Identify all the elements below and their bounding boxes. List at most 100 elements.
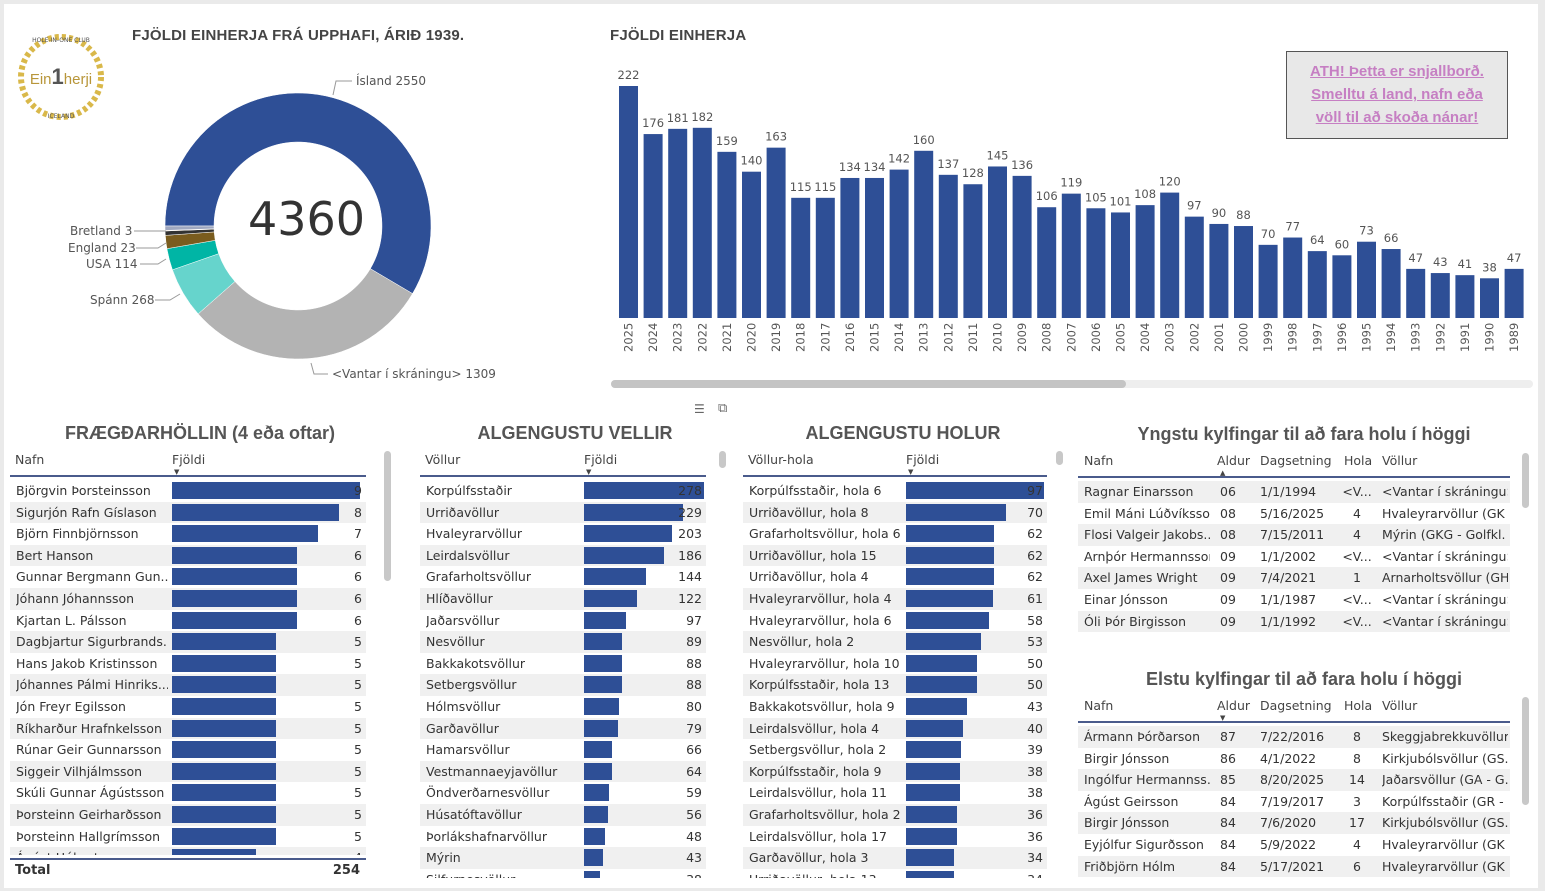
year-bar[interactable]	[865, 177, 884, 318]
column-header[interactable]: Völlur	[425, 452, 461, 467]
column-header[interactable]: Völlur	[1382, 453, 1418, 468]
year-bar[interactable]	[1012, 175, 1032, 318]
cell[interactable]: 4/1/2022	[1260, 750, 1317, 766]
cell[interactable]: 08	[1220, 527, 1236, 543]
courses-scrollbar[interactable]	[719, 451, 726, 468]
donut-slice[interactable]	[164, 92, 432, 294]
row-name[interactable]: Setbergsvöllur	[426, 677, 517, 693]
table-row[interactable]: Sigurjón Rafn Gíslason 8	[10, 501, 366, 524]
column-header[interactable]: Nafn	[15, 452, 45, 467]
cell[interactable]: Óli Þór Birgisson	[1084, 613, 1187, 629]
cell[interactable]: 8	[1353, 750, 1361, 766]
table-row[interactable]: Skúli Gunnar Ágústsson 5	[10, 782, 366, 804]
table-row[interactable]: Setbergsvöllur, hola 2 39	[743, 739, 1047, 761]
cell[interactable]: <Vantar í skráningu>	[1382, 484, 1508, 499]
row-name[interactable]: Ríkharður Hrafnkelsson	[16, 720, 162, 736]
cell[interactable]: 3	[1353, 793, 1361, 809]
chart-scrollbar-track[interactable]	[611, 380, 1533, 388]
row-name[interactable]: Mýrin	[426, 850, 461, 866]
cell[interactable]: 84	[1220, 837, 1236, 852]
year-bar[interactable]	[643, 134, 663, 318]
row-name[interactable]: Garðavöllur, hola 3	[749, 850, 869, 866]
table-row[interactable]: Urriðavöllur, hola 15 62	[743, 544, 1047, 567]
hall-scrollbar[interactable]	[384, 451, 391, 581]
row-name[interactable]: Björgvin Þorsteinsson	[16, 483, 151, 498]
chart-scrollbar-thumb[interactable]	[611, 380, 1126, 388]
year-bar[interactable]	[1184, 216, 1204, 318]
table-row[interactable]: Jón Freyr Egilsson 5	[10, 696, 366, 718]
cell[interactable]: <V...	[1342, 484, 1372, 499]
row-name[interactable]: Skúli Gunnar Ágústsson	[16, 785, 165, 801]
table-row[interactable]: Grafarholtsvöllur 144	[420, 566, 706, 588]
column-header[interactable]: Dagsetning	[1260, 698, 1332, 713]
year-bar[interactable]	[1480, 278, 1499, 318]
table-row[interactable]: Nesvöllur 89	[420, 631, 706, 653]
table-row[interactable]: Hvaleyrarvöllur, hola 10 50	[743, 653, 1047, 675]
year-bar[interactable]	[742, 171, 761, 318]
cell[interactable]: Kirkjubólsvöllur (GS...	[1382, 815, 1508, 831]
filter-icon[interactable]: ☰	[694, 402, 705, 416]
table-row[interactable]: Hamarsvöllur 66	[420, 739, 706, 761]
row-name[interactable]: Leirdalsvöllur, hola 11	[749, 785, 887, 801]
row-name[interactable]: Garðavöllur	[426, 720, 499, 736]
row-name[interactable]: Jón Freyr Egilsson	[16, 699, 126, 714]
row-name[interactable]: Silfurnesvöllur	[426, 872, 580, 878]
year-bar[interactable]	[1406, 268, 1426, 318]
year-bar[interactable]	[1160, 192, 1180, 318]
cell[interactable]: Flosi Valgeir Jakobs...	[1084, 527, 1210, 543]
cell[interactable]: 85	[1220, 772, 1236, 788]
table-row[interactable]: Bakkakotsvöllur, hola 9 43	[743, 696, 1047, 718]
hall-of-fame-table[interactable]: Nafn Fjöldi ▼ Björgvin Þorsteinsson 9 Sigurjó…	[10, 450, 366, 855]
column-header[interactable]: Hola	[1344, 453, 1373, 468]
table-row[interactable]: Jóhannes Pálmi Hinriks... 5	[10, 674, 366, 696]
year-bar[interactable]	[1086, 208, 1106, 318]
table-row[interactable]: Urriðavöllur, hola 8 70	[743, 501, 1047, 524]
row-name[interactable]: Urriðavöllur, hola 8	[749, 504, 869, 520]
row-name[interactable]: Leirdalsvöllur	[426, 547, 510, 563]
table-row[interactable]: Korpúlfsstaðir, hola 9 38	[743, 760, 1047, 783]
year-bar[interactable]	[717, 151, 737, 318]
row-name[interactable]: Dagbjartur Sigurbrands...	[16, 634, 168, 650]
table-row[interactable]: Garðavöllur 79	[420, 717, 706, 740]
cell[interactable]: Einar Jónsson	[1084, 592, 1168, 607]
cell[interactable]: <Vantar í skráningu>	[1382, 592, 1508, 607]
sort-desc-icon[interactable]: ▼	[174, 468, 180, 476]
row-name[interactable]: Kjartan L. Pálsson	[16, 612, 127, 628]
cell[interactable]: Jaðarsvöllur (GA - G...	[1382, 772, 1508, 788]
table-row[interactable]: Eyjólfur Sigurðsson 84 5/9/2022 4 Hvaleyrarv…	[1078, 834, 1510, 856]
column-header[interactable]: Aldur	[1217, 698, 1251, 713]
cell[interactable]: 1/1/1994	[1260, 484, 1317, 499]
cell[interactable]: 86	[1220, 750, 1236, 766]
column-header[interactable]: Fjöldi	[906, 452, 940, 467]
table-row[interactable]: Ragnar Einarsson 06 1/1/1994 <V... <Vantar í…	[1078, 481, 1510, 503]
cell[interactable]: <Vantar í skráningu>	[1382, 548, 1508, 564]
cell[interactable]: 6	[1353, 858, 1361, 874]
donut-slice[interactable]	[164, 225, 215, 231]
table-row[interactable]: Bakkakotsvöllur 88	[420, 653, 706, 675]
youngest-scrollbar[interactable]	[1522, 453, 1529, 508]
column-header[interactable]: Nafn	[1084, 698, 1114, 713]
sort-desc-icon[interactable]: ▼	[908, 468, 914, 476]
country-donut-chart[interactable]	[160, 88, 436, 364]
row-name[interactable]: Bert Hanson	[16, 547, 94, 563]
table-row[interactable]: Axel James Wright 09 7/4/2021 1 Arnarholtsvö…	[1078, 567, 1510, 589]
column-header[interactable]: Völlur-hola	[748, 452, 814, 467]
year-bar[interactable]	[914, 150, 934, 318]
table-row[interactable]: Björn Finnbjörnsson 7	[10, 523, 366, 545]
cell[interactable]: Arnþór Hermannsson	[1084, 548, 1210, 564]
row-name[interactable]: Nesvöllur	[426, 634, 485, 650]
table-row[interactable]: Dagbjartur Sigurbrands... 5	[10, 631, 366, 653]
table-row[interactable]: Einar Jónsson 09 1/1/1987 <V... <Vantar í sk…	[1078, 589, 1510, 611]
row-name[interactable]: Hamarsvöllur	[426, 742, 510, 758]
table-row[interactable]: Þorsteinn Geirharðsson 5	[10, 804, 366, 826]
year-bar[interactable]	[963, 184, 983, 318]
table-row[interactable]: Ágúst Húbertsson 4	[10, 847, 366, 855]
table-row[interactable]: Jaðarsvöllur 97	[420, 610, 706, 632]
table-row[interactable]: Birgir Jónsson 84 7/6/2020 17 Kirkjubólsvöll…	[1078, 812, 1510, 834]
focus-mode-icon[interactable]: ⧉	[718, 401, 728, 416]
cell[interactable]: Axel James Wright	[1084, 570, 1198, 586]
table-row[interactable]: Korpúlfsstaðir 278	[420, 480, 706, 502]
row-name[interactable]: Björn Finnbjörnsson	[16, 526, 139, 542]
youngest-table[interactable]: Nafn Aldur Dagsetning Hola Völlur ▲ Ragnar Ein…	[1078, 451, 1510, 636]
row-name[interactable]: Jóhann Jóhannsson	[16, 591, 135, 606]
